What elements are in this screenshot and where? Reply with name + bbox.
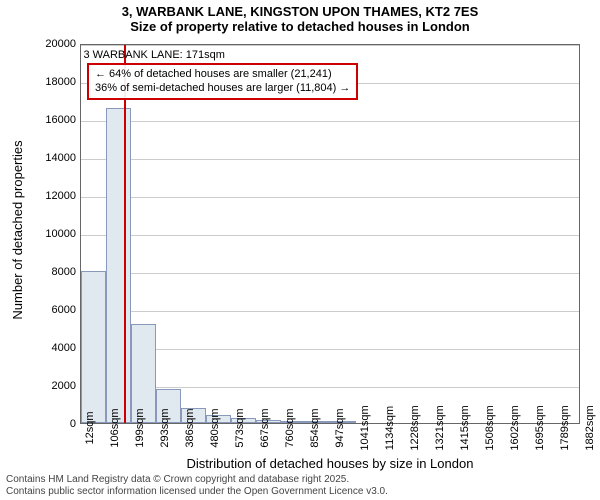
footer-line: Contains public sector information licen… [6,486,388,498]
chart-plot-area: 3 WARBANK LANE: 171sqm ← 64% of detached … [80,44,580,424]
y-tick-label: 20000 [16,38,76,50]
x-tick-label: 760sqm [284,408,296,447]
callout-line: ← 64% of detached houses are smaller (21… [95,67,350,81]
y-tick-label: 16000 [16,114,76,126]
x-tick-label: 573sqm [234,408,246,447]
footer-line: Contains HM Land Registry data © Crown c… [6,474,388,486]
x-tick-label: 199sqm [134,408,146,447]
gridline [81,45,579,46]
x-tick-label: 1695sqm [534,405,546,450]
x-tick-label: 667sqm [259,408,271,447]
x-tick-label: 106sqm [109,408,121,447]
y-tick-label: 12000 [16,190,76,202]
y-tick-label: 0 [16,418,76,430]
x-tick-label: 1134sqm [384,406,396,450]
y-tick-label: 10000 [16,228,76,240]
footer-attribution: Contains HM Land Registry data © Crown c… [6,474,388,498]
callout-title: 3 WARBANK LANE: 171sqm [84,49,225,61]
chart-subtitle: Size of property relative to detached ho… [0,19,600,36]
x-tick-label: 1508sqm [484,405,496,450]
gridline [81,235,579,236]
y-tick-label: 2000 [16,380,76,392]
x-tick-label: 1415sqm [459,405,471,450]
gridline [81,121,579,122]
chart-title: 3, WARBANK LANE, KINGSTON UPON THAMES, K… [0,0,600,19]
x-tick-label: 1882sqm [584,405,596,450]
x-tick-label: 1321sqm [434,405,446,450]
x-tick-label: 12sqm [84,411,96,444]
y-tick-label: 6000 [16,304,76,316]
histogram-bar [81,271,106,423]
y-tick-label: 8000 [16,266,76,278]
callout-line: 36% of semi-detached houses are larger (… [95,81,350,95]
y-tick-label: 14000 [16,152,76,164]
reference-line [124,45,126,423]
x-tick-label: 854sqm [309,408,321,447]
gridline [81,159,579,160]
y-tick-label: 4000 [16,342,76,354]
x-tick-label: 480sqm [209,408,221,447]
x-tick-label: 1789sqm [559,405,571,450]
x-tick-label: 386sqm [184,408,196,447]
x-tick-label: 1228sqm [409,405,421,450]
x-tick-label: 1602sqm [509,405,521,450]
histogram-bar [106,108,131,423]
gridline [81,197,579,198]
x-tick-label: 947sqm [334,408,346,447]
x-axis-label: Distribution of detached houses by size … [80,456,580,471]
y-tick-label: 18000 [16,76,76,88]
x-tick-label: 293sqm [159,408,171,447]
gridline [81,311,579,312]
x-tick-label: 1041sqm [359,405,371,450]
gridline [81,273,579,274]
callout-box: ← 64% of detached houses are smaller (21… [87,63,358,100]
